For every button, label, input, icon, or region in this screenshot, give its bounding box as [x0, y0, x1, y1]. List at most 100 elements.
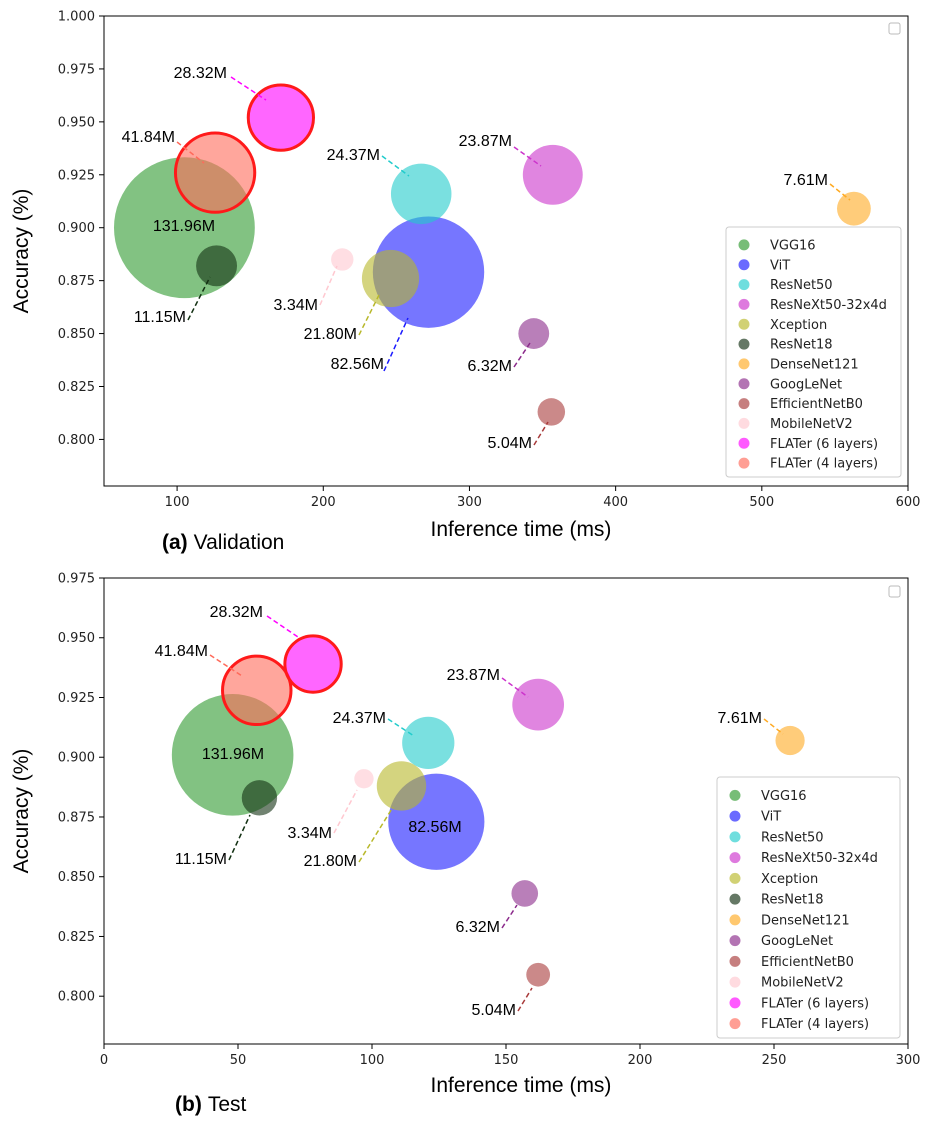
legend-marker — [729, 955, 741, 967]
x-tick-label: 600 — [896, 495, 921, 510]
y-tick-label: 0.900 — [58, 751, 95, 766]
data-point — [511, 880, 539, 907]
legend-marker — [729, 831, 741, 843]
caption-prefix: (a) — [162, 531, 188, 554]
annotation-leader — [333, 789, 358, 834]
annotation-leader — [176, 141, 205, 164]
data-point — [522, 144, 583, 205]
data-label: 82.56M — [331, 356, 384, 373]
legend-marker — [738, 338, 750, 350]
data-label: 41.84M — [155, 643, 208, 660]
data-point — [512, 678, 565, 731]
legend-marker — [738, 279, 750, 291]
data-label: 6.32M — [468, 358, 512, 375]
y-tick-label: 0.950 — [58, 631, 95, 646]
y-tick-label: 1.000 — [58, 10, 95, 25]
y-tick-label: 0.800 — [58, 990, 95, 1005]
x-tick-label: 250 — [762, 1053, 787, 1068]
legend-entry: Xception — [761, 872, 818, 887]
legend-marker — [738, 398, 750, 410]
legend-entry: FLATer (4 layers) — [761, 1017, 869, 1032]
annotation-leader — [319, 265, 338, 306]
data-label: 23.87M — [459, 133, 512, 150]
legend-entry: VGG16 — [761, 789, 807, 804]
legend-marker — [729, 872, 741, 884]
data-point — [402, 716, 455, 770]
legend-marker — [738, 437, 750, 449]
annotation-leader — [228, 814, 251, 861]
x-tick-label: 100 — [360, 1053, 385, 1068]
data-point — [537, 398, 566, 426]
legend-frame — [716, 776, 901, 1039]
data-label: 21.80M — [304, 853, 357, 870]
legend-marker — [738, 298, 750, 310]
legend-entry: GoogLeNet — [761, 934, 833, 949]
y-tick-label: 0.825 — [58, 930, 95, 945]
annotation-leader — [383, 317, 409, 372]
y-tick-label: 0.875 — [58, 810, 95, 825]
data-label: 28.32M — [210, 604, 263, 621]
data-point — [246, 83, 315, 152]
x-tick-label: 0 — [100, 1053, 108, 1068]
y-tick-label: 0.950 — [58, 115, 95, 130]
panel-caption: (b) Test — [175, 1093, 247, 1116]
legend-marker — [738, 318, 750, 330]
data-label: 24.37M — [327, 147, 380, 164]
annotation-leader — [381, 155, 410, 177]
legend-entry: MobileNetV2 — [761, 976, 844, 991]
data-point — [331, 248, 354, 271]
data-point — [376, 761, 427, 811]
legend-marker — [738, 358, 750, 370]
y-tick-label: 0.875 — [58, 274, 95, 289]
data-label: 7.61M — [784, 172, 828, 189]
data-label: 5.04M — [488, 435, 532, 452]
plot-frame — [103, 15, 909, 487]
x-tick-label: 200 — [311, 495, 336, 510]
data-point — [390, 163, 452, 225]
data-point — [173, 131, 257, 214]
data-point — [354, 769, 374, 789]
annotation-leader — [387, 718, 415, 737]
data-point — [283, 634, 343, 694]
data-label: 3.34M — [274, 297, 318, 314]
caption-prefix: (b) — [175, 1093, 202, 1116]
data-label: 21.80M — [304, 326, 357, 343]
y-tick-label: 0.900 — [58, 221, 95, 236]
legend-entry: MobileNetV2 — [770, 417, 853, 432]
legend-entry: ResNeXt50-32x4d — [770, 298, 887, 313]
legend-entry: ResNeXt50-32x4d — [761, 851, 878, 866]
y-tick-label: 0.825 — [58, 380, 95, 395]
data-label: 28.32M — [174, 65, 227, 82]
chart-panel-1: 0 50 100 150 200 250 300 0.800 0.825 0.850 0.875 0.… — [10, 572, 920, 1117]
x-axis-label: Inference time (ms) — [431, 518, 612, 541]
legend-marker — [729, 789, 741, 801]
legend-entry: DenseNet121 — [770, 357, 859, 372]
legend-marker — [738, 378, 750, 390]
x-tick-label: 300 — [896, 1053, 921, 1068]
empty-legend-box — [888, 585, 901, 598]
legend-marker — [738, 417, 750, 429]
y-tick-label: 0.800 — [58, 433, 95, 448]
legend: VGG16 ViT ResNet50 ResNeXt50-32x4d Xception R… — [725, 226, 902, 478]
annotation-leader — [533, 421, 549, 446]
legend-marker — [729, 810, 741, 822]
annotation-leader — [209, 654, 243, 677]
legend-marker — [738, 239, 750, 251]
annotation-leader — [501, 904, 518, 929]
legend-entry: EfficientNetB0 — [761, 955, 854, 970]
legend-entry: FLATer (4 layers) — [770, 457, 878, 472]
x-tick-label: 300 — [457, 495, 482, 510]
legend-marker — [729, 935, 741, 947]
data-point — [837, 191, 871, 226]
data-label: 7.61M — [718, 710, 762, 727]
legend: VGG16 ViT ResNet50 ResNeXt50-32x4d Xception R… — [716, 776, 901, 1039]
data-point — [361, 249, 420, 308]
y-tick-label: 0.925 — [58, 168, 95, 183]
chart-panel-0: 100 200 300 400 500 600 0.800 0.825 0.850 0.875 0.… — [10, 10, 920, 555]
x-tick-label: 500 — [749, 495, 774, 510]
legend-entry: ViT — [770, 258, 790, 273]
legend-entry: FLATer (6 layers) — [761, 996, 869, 1011]
data-point — [221, 654, 293, 727]
